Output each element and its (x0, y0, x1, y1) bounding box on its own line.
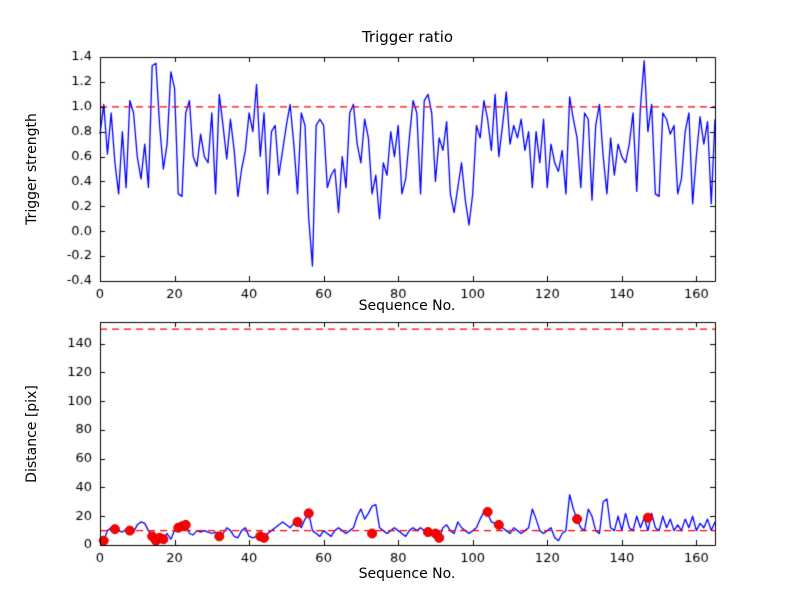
bottom-y-axis-label: Distance [pix] (24, 385, 40, 483)
bottom-x-axis-label: Sequence No. (358, 566, 456, 582)
top-plot-title: Trigger ratio (361, 28, 454, 46)
top-y-axis-label: Trigger strength (24, 113, 40, 225)
top-x-axis-label: Sequence No. (358, 298, 456, 314)
